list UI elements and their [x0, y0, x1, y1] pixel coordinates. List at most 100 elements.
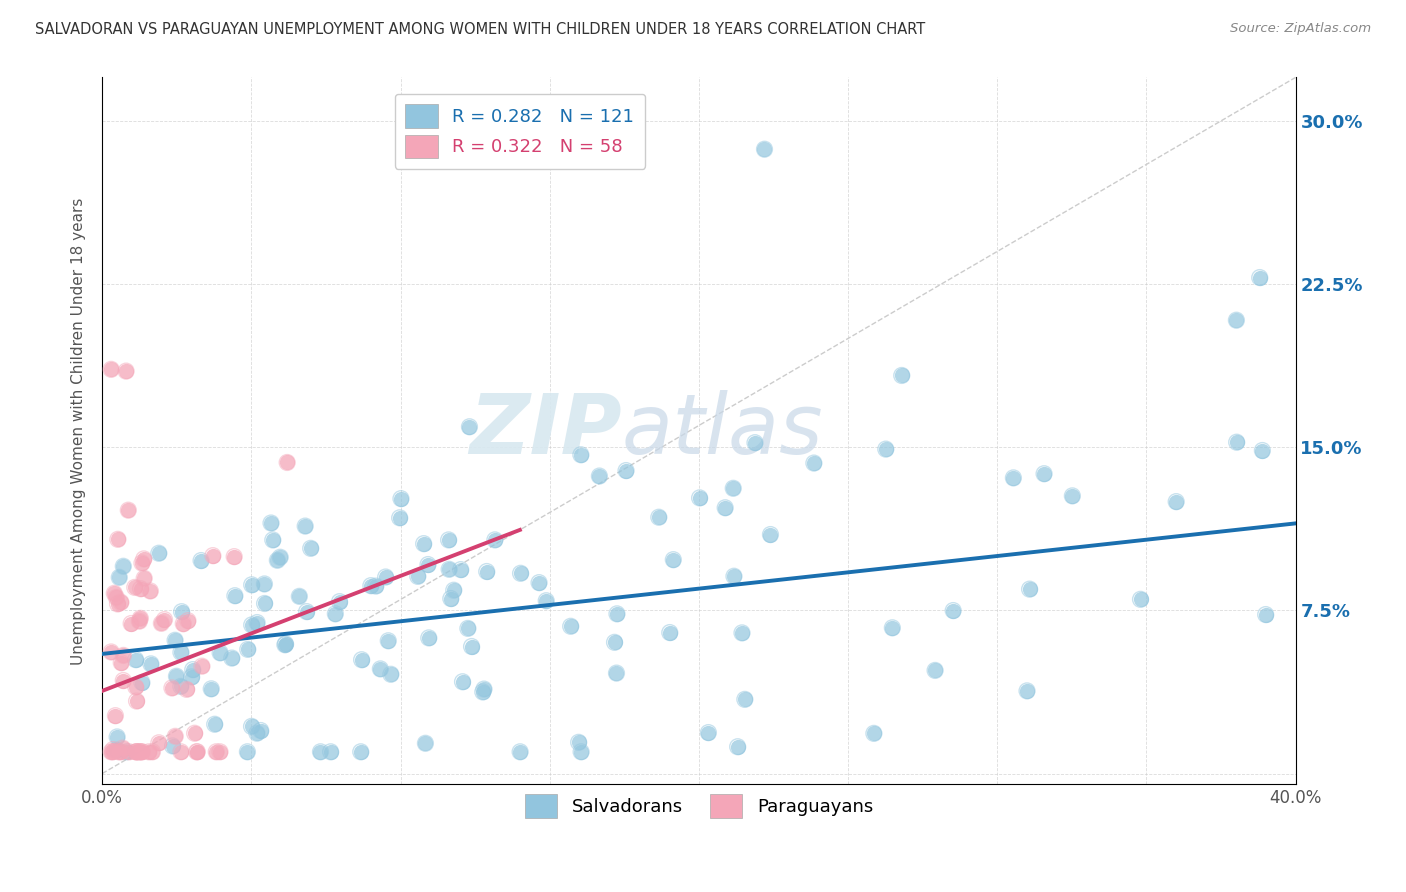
- Point: [183, 726, 205, 740]
- Point: [125, 680, 148, 694]
- Point: [100, 745, 122, 759]
- Point: [240, 578, 263, 592]
- Point: [437, 562, 460, 576]
- Point: [181, 663, 204, 677]
- Point: [325, 607, 347, 621]
- Point: [924, 664, 946, 678]
- Point: [125, 745, 148, 759]
- Point: [128, 745, 150, 759]
- Point: [110, 656, 132, 670]
- Point: [205, 745, 228, 759]
- Point: [170, 645, 193, 659]
- Point: [134, 571, 156, 585]
- Point: [1254, 607, 1277, 622]
- Point: [1033, 467, 1056, 481]
- Point: [875, 442, 897, 456]
- Point: [253, 577, 276, 591]
- Point: [319, 745, 342, 759]
- Point: [124, 581, 146, 595]
- Point: [1129, 592, 1152, 607]
- Point: [458, 419, 481, 434]
- Point: [165, 729, 187, 743]
- Point: [129, 611, 152, 625]
- Point: [1249, 270, 1271, 285]
- Point: [176, 682, 198, 697]
- Point: [262, 533, 284, 547]
- Point: [101, 742, 124, 756]
- Point: [1254, 607, 1277, 622]
- Point: [377, 633, 399, 648]
- Point: [221, 651, 243, 665]
- Point: [204, 717, 226, 731]
- Point: [129, 745, 152, 759]
- Point: [1129, 592, 1152, 607]
- Point: [186, 745, 208, 759]
- Point: [389, 491, 412, 506]
- Point: [186, 745, 208, 759]
- Point: [253, 597, 276, 611]
- Point: [260, 516, 283, 530]
- Point: [509, 566, 531, 581]
- Point: [240, 719, 263, 733]
- Point: [177, 614, 200, 628]
- Point: [240, 578, 263, 592]
- Point: [534, 593, 557, 607]
- Point: [269, 550, 291, 565]
- Point: [569, 745, 592, 759]
- Point: [288, 590, 311, 604]
- Point: [236, 745, 259, 759]
- Point: [603, 635, 626, 649]
- Point: [104, 708, 127, 723]
- Point: [115, 364, 138, 378]
- Point: [105, 730, 128, 744]
- Point: [484, 533, 506, 547]
- Point: [141, 745, 163, 759]
- Point: [1166, 494, 1188, 508]
- Point: [236, 745, 259, 759]
- Point: [274, 638, 297, 652]
- Point: [294, 519, 316, 533]
- Point: [475, 565, 498, 579]
- Point: [150, 616, 173, 631]
- Point: [1018, 582, 1040, 596]
- Point: [131, 745, 153, 759]
- Point: [240, 618, 263, 632]
- Point: [697, 725, 720, 739]
- Point: [412, 536, 434, 550]
- Point: [648, 510, 671, 524]
- Point: [534, 593, 557, 607]
- Point: [443, 583, 465, 598]
- Point: [186, 745, 208, 759]
- Point: [100, 362, 122, 376]
- Point: [890, 368, 912, 383]
- Point: [1225, 313, 1247, 327]
- Point: [697, 725, 720, 739]
- Point: [588, 469, 610, 483]
- Point: [186, 745, 208, 759]
- Point: [134, 571, 156, 585]
- Point: [754, 142, 776, 156]
- Point: [606, 607, 628, 621]
- Point: [148, 736, 170, 750]
- Point: [374, 570, 396, 584]
- Point: [162, 739, 184, 753]
- Point: [309, 745, 332, 759]
- Point: [224, 589, 246, 603]
- Point: [201, 549, 224, 563]
- Point: [100, 362, 122, 376]
- Point: [165, 633, 187, 648]
- Point: [224, 589, 246, 603]
- Point: [759, 527, 782, 541]
- Point: [165, 729, 187, 743]
- Point: [115, 364, 138, 378]
- Point: [1251, 443, 1274, 458]
- Point: [107, 597, 129, 611]
- Point: [246, 726, 269, 740]
- Point: [727, 739, 749, 754]
- Point: [105, 743, 128, 757]
- Point: [360, 579, 382, 593]
- Point: [350, 653, 373, 667]
- Point: [380, 667, 402, 681]
- Point: [569, 448, 592, 462]
- Point: [269, 550, 291, 565]
